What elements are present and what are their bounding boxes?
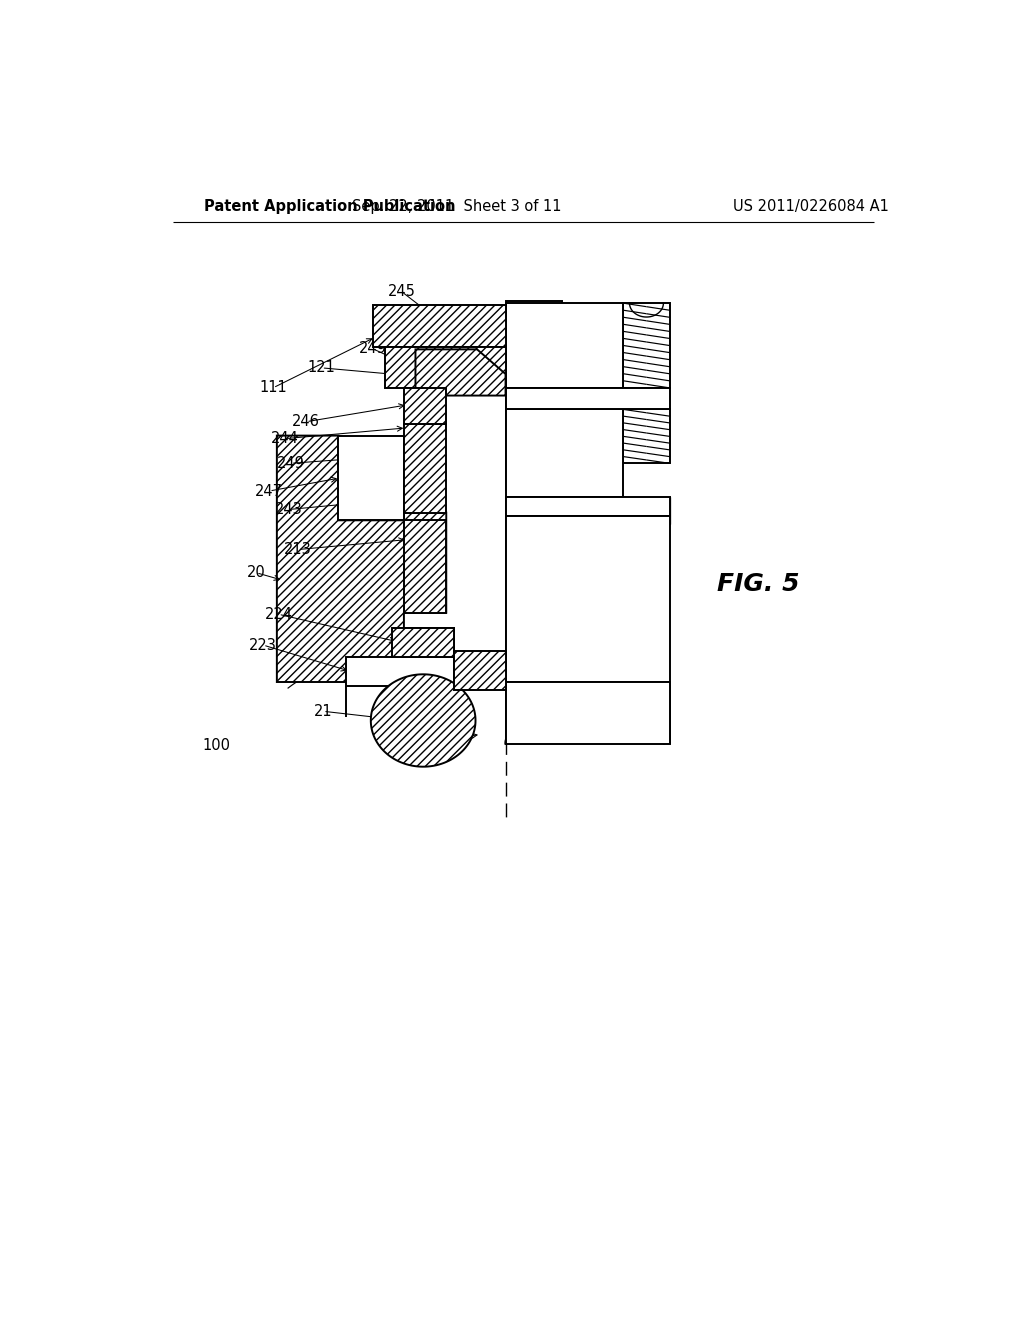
Text: FIG. 5: FIG. 5 bbox=[717, 572, 800, 597]
Polygon shape bbox=[403, 520, 446, 612]
Polygon shape bbox=[276, 436, 454, 682]
Text: 245: 245 bbox=[388, 284, 416, 300]
Polygon shape bbox=[371, 675, 475, 767]
Text: 243: 243 bbox=[274, 502, 302, 517]
Text: 247: 247 bbox=[255, 483, 284, 499]
Polygon shape bbox=[339, 436, 403, 520]
Text: 20: 20 bbox=[247, 565, 265, 581]
Text: 249: 249 bbox=[276, 455, 305, 471]
Polygon shape bbox=[624, 498, 670, 524]
Polygon shape bbox=[506, 516, 670, 682]
Text: Patent Application Publication: Patent Application Publication bbox=[204, 199, 456, 214]
Polygon shape bbox=[506, 682, 670, 743]
Polygon shape bbox=[385, 347, 506, 388]
Polygon shape bbox=[506, 498, 670, 516]
Polygon shape bbox=[454, 651, 506, 689]
Polygon shape bbox=[624, 304, 670, 388]
Polygon shape bbox=[373, 305, 506, 347]
Text: 21: 21 bbox=[313, 704, 333, 719]
Polygon shape bbox=[392, 628, 454, 657]
Text: 213: 213 bbox=[284, 543, 311, 557]
Polygon shape bbox=[416, 350, 506, 396]
Polygon shape bbox=[506, 304, 624, 388]
Polygon shape bbox=[346, 657, 454, 686]
Polygon shape bbox=[506, 388, 670, 409]
Text: 121: 121 bbox=[307, 360, 336, 375]
Text: 111: 111 bbox=[259, 380, 287, 396]
Text: 224: 224 bbox=[264, 607, 293, 622]
Polygon shape bbox=[403, 388, 446, 424]
Text: Sep. 22, 2011  Sheet 3 of 11: Sep. 22, 2011 Sheet 3 of 11 bbox=[351, 199, 561, 214]
Polygon shape bbox=[403, 424, 446, 512]
Text: US 2011/0226084 A1: US 2011/0226084 A1 bbox=[733, 199, 890, 214]
Text: 249: 249 bbox=[358, 341, 386, 356]
Text: 234: 234 bbox=[407, 737, 435, 751]
Text: 246: 246 bbox=[292, 414, 321, 429]
Polygon shape bbox=[624, 409, 670, 463]
Text: 212: 212 bbox=[390, 722, 418, 738]
Polygon shape bbox=[506, 409, 624, 498]
Text: 223: 223 bbox=[249, 638, 276, 652]
Text: 100: 100 bbox=[203, 738, 230, 752]
Polygon shape bbox=[506, 301, 562, 490]
Text: 244: 244 bbox=[270, 432, 299, 446]
Polygon shape bbox=[506, 498, 562, 739]
